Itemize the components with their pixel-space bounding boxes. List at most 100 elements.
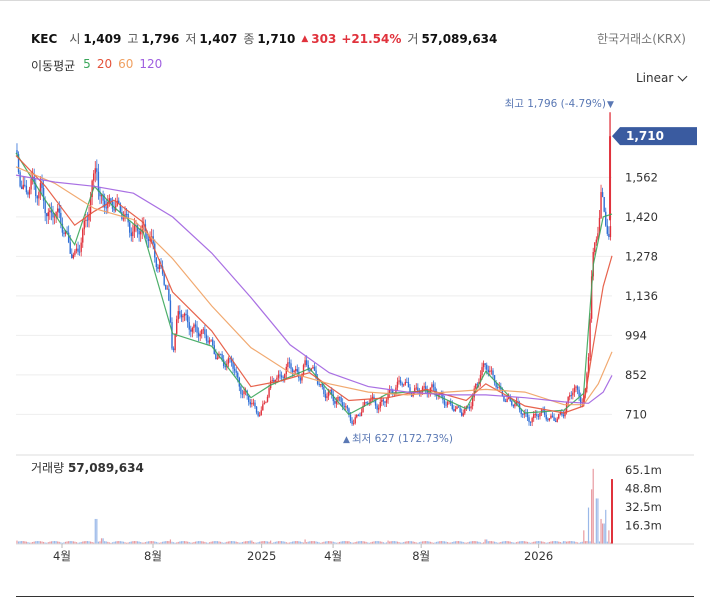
volume-bar [569,541,571,544]
candle-body [132,231,134,237]
volume-bar [320,542,322,544]
volume-bar [273,542,275,544]
candle-body [138,230,140,235]
candle-body [280,375,283,378]
volume-bar [115,541,117,544]
volume-bar [443,541,446,544]
volume-bar [317,541,319,544]
ma-60[interactable]: 60 [118,57,134,71]
candle-body [388,389,391,394]
volume-bar [509,541,511,544]
volume-bar [483,542,485,544]
volume-bar [462,541,464,544]
volume-bar [456,541,458,544]
candle-body [601,192,604,197]
volume-bar [113,541,115,544]
volume-bar [324,541,327,544]
volume-bar [53,541,56,544]
volume-bar [207,542,209,544]
candle-body [304,360,306,366]
volume-tick-label: 16.3m [625,518,662,532]
candle-body [38,192,40,199]
volume-bar [528,542,530,544]
candle-body [537,416,540,417]
candle-body [493,375,496,383]
ma-120[interactable]: 120 [139,57,163,71]
volume-bar [501,541,503,544]
candle-body [307,364,309,371]
candle-body [443,399,446,405]
candle-body [169,300,172,323]
volume-bar [146,541,148,544]
candle-body [475,383,477,389]
candle-body [168,288,170,301]
candle-body [221,353,223,360]
volume-bar [374,541,377,544]
candle-body [572,392,574,396]
volume-bar [64,541,67,544]
volume-bar [533,541,535,544]
volume-bar [479,542,482,544]
candle-body [334,401,336,404]
candle-body [357,414,360,416]
candle-body [348,408,350,415]
volume-bar [439,541,441,544]
volume-bar [346,541,348,544]
candle-body [248,395,250,403]
candle-body [478,382,480,384]
candle-body [431,384,433,388]
candle-body [268,388,270,397]
volume-bar [105,541,107,544]
ma-5[interactable]: 5 [83,57,91,71]
volume-bar [600,518,602,544]
candle-body [573,387,576,393]
volume-bar [583,530,585,544]
volume-bar [345,541,347,544]
volume-bar [97,541,100,544]
price-tick-label: 1,562 [625,170,658,184]
volume-bar [224,542,226,544]
scale-dropdown[interactable]: Linear [636,71,688,85]
volume-bar [74,541,76,544]
ma-20[interactable]: 20 [96,57,113,71]
volume-tick-label: 48.8m [625,481,662,495]
volume-bar [453,541,455,544]
volume-bar [461,541,463,544]
volume-bar [198,541,200,544]
candle-body [608,233,610,238]
volume-bar [318,542,320,544]
volume-bar [459,541,461,544]
candle-body [374,399,377,406]
candle-body [291,368,294,373]
volume-bar [542,541,544,544]
candle-body [551,415,554,418]
volume-bar [49,541,51,544]
candle-body [215,354,217,360]
volume-bar [249,540,251,544]
candle-body [315,370,317,379]
volume-bar [473,541,475,544]
volume-bar [365,541,367,544]
volume-bar [80,541,82,544]
volume-bar [389,541,391,544]
volume-bar [91,541,93,544]
volume-bar [498,542,500,544]
volume-bar [451,542,453,544]
candle-body [399,380,402,384]
volume-bar [431,542,433,544]
candle-body [155,257,158,268]
volume-bar [429,541,431,544]
candle-body [434,386,436,393]
volume-bar [321,542,323,544]
candle-body [371,396,374,400]
candle-body [118,200,120,204]
candle-body [606,225,609,234]
volume-bar [30,542,32,544]
volume-bar [428,541,430,544]
candle-body [439,392,441,395]
candle-body [235,370,237,373]
volume-bar [497,542,499,544]
volume-bar [519,541,521,544]
candle-body [251,403,253,405]
